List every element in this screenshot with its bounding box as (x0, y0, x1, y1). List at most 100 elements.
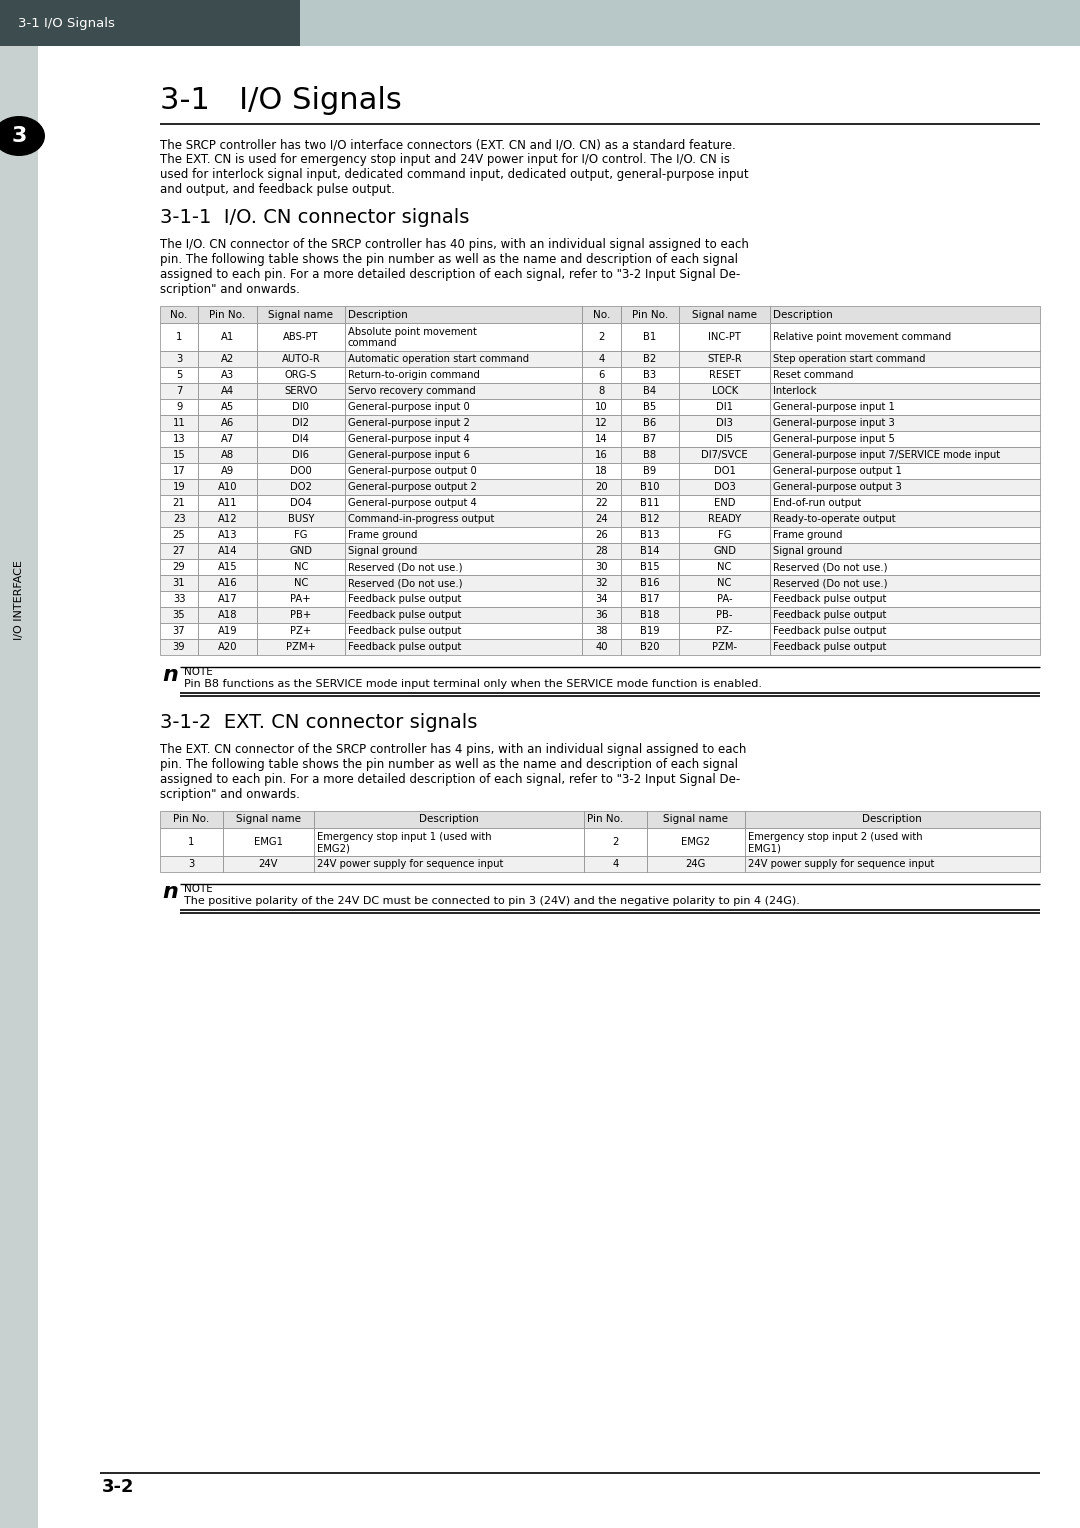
Bar (160, 448, 198, 463)
Text: B6: B6 (644, 419, 657, 428)
Text: 2: 2 (598, 332, 605, 342)
Text: 1: 1 (188, 837, 194, 847)
Text: Reserved (Do not use.): Reserved (Do not use.) (773, 562, 888, 571)
Text: DI3: DI3 (716, 419, 733, 428)
Text: B20: B20 (640, 642, 660, 652)
Text: 3: 3 (11, 125, 27, 147)
Text: 35: 35 (173, 610, 186, 620)
Text: Feedback pulse output: Feedback pulse output (773, 610, 887, 620)
Text: 4: 4 (598, 354, 605, 364)
Bar (257, 306, 345, 322)
Text: READY: READY (708, 513, 741, 524)
Text: Signal name: Signal name (663, 814, 728, 825)
Bar (621, 607, 679, 623)
Text: 3-1 I/O Signals: 3-1 I/O Signals (18, 17, 114, 29)
Text: Interlock: Interlock (773, 387, 816, 396)
Text: Feedback pulse output: Feedback pulse output (348, 594, 461, 604)
Text: 8: 8 (598, 387, 605, 396)
Text: Description: Description (348, 310, 407, 319)
Bar (198, 527, 257, 542)
Bar (198, 510, 257, 527)
Bar (679, 527, 770, 542)
Text: A13: A13 (218, 530, 238, 539)
Bar (621, 495, 679, 510)
Text: Absolute point movement: Absolute point movement (348, 327, 476, 338)
Bar (160, 322, 198, 351)
Text: RESET: RESET (708, 370, 741, 380)
Text: AUTO-R: AUTO-R (282, 354, 320, 364)
Text: used for interlock signal input, dedicated command input, dedicated output, gene: used for interlock signal input, dedicat… (160, 168, 748, 180)
Bar (679, 495, 770, 510)
Bar (222, 856, 314, 872)
Bar (257, 542, 345, 559)
Text: General-purpose input 0: General-purpose input 0 (348, 402, 470, 413)
Text: Description: Description (863, 814, 922, 825)
Bar (621, 431, 679, 448)
Text: pin. The following table shows the pin number as well as the name and descriptio: pin. The following table shows the pin n… (160, 758, 738, 772)
Text: Pin No.: Pin No. (173, 814, 210, 825)
Bar (621, 639, 679, 656)
Text: 33: 33 (173, 594, 186, 604)
Bar (621, 448, 679, 463)
Text: Automatic operation start command: Automatic operation start command (348, 354, 529, 364)
Bar (770, 542, 1040, 559)
Text: 39: 39 (173, 642, 186, 652)
Text: End-of-run output: End-of-run output (773, 498, 862, 507)
Bar (160, 527, 198, 542)
Bar (345, 384, 582, 399)
Text: ORG-S: ORG-S (285, 370, 316, 380)
Text: LOCK: LOCK (712, 387, 738, 396)
Bar (582, 623, 621, 639)
Bar (679, 322, 770, 351)
Bar (160, 367, 198, 384)
Text: DO4: DO4 (289, 498, 312, 507)
Text: A19: A19 (218, 626, 238, 636)
Bar (257, 639, 345, 656)
Bar (582, 463, 621, 478)
Text: DI4: DI4 (293, 434, 309, 445)
Text: DI5: DI5 (716, 434, 733, 445)
Text: Description: Description (773, 310, 833, 319)
Text: Reserved (Do not use.): Reserved (Do not use.) (773, 578, 888, 588)
Text: PB-: PB- (716, 610, 733, 620)
Text: Feedback pulse output: Feedback pulse output (348, 610, 461, 620)
Text: B7: B7 (644, 434, 657, 445)
Bar (770, 399, 1040, 416)
Text: Feedback pulse output: Feedback pulse output (773, 642, 887, 652)
Text: Signal name: Signal name (692, 310, 757, 319)
Bar (198, 448, 257, 463)
Text: 29: 29 (173, 562, 186, 571)
Bar (0, 0, 1080, 46)
Text: The EXT. CN connector of the SRCP controller has 4 pins, with an individual sign: The EXT. CN connector of the SRCP contro… (160, 743, 746, 756)
Text: B3: B3 (644, 370, 657, 380)
Bar (770, 527, 1040, 542)
Bar (198, 431, 257, 448)
Bar (160, 639, 198, 656)
Text: INC-PT: INC-PT (708, 332, 741, 342)
Text: General-purpose output 4: General-purpose output 4 (348, 498, 476, 507)
Text: B15: B15 (640, 562, 660, 571)
Text: B9: B9 (644, 466, 657, 477)
Bar (582, 478, 621, 495)
Text: Pin No.: Pin No. (588, 814, 623, 825)
Text: A7: A7 (220, 434, 234, 445)
Bar (257, 591, 345, 607)
Text: General-purpose input 7/SERVICE mode input: General-purpose input 7/SERVICE mode inp… (773, 451, 1000, 460)
Text: 3: 3 (188, 859, 194, 869)
Text: SERVO: SERVO (284, 387, 318, 396)
Bar (198, 607, 257, 623)
Text: Signal name: Signal name (268, 310, 334, 319)
Bar (621, 510, 679, 527)
Bar (621, 351, 679, 367)
Bar (160, 306, 198, 322)
Text: A5: A5 (220, 402, 234, 413)
Bar (160, 510, 198, 527)
Text: 17: 17 (173, 466, 186, 477)
Bar (257, 510, 345, 527)
Bar (345, 607, 582, 623)
Text: A6: A6 (220, 419, 234, 428)
Bar (582, 495, 621, 510)
Bar (621, 527, 679, 542)
Bar (198, 463, 257, 478)
Text: B1: B1 (644, 332, 657, 342)
